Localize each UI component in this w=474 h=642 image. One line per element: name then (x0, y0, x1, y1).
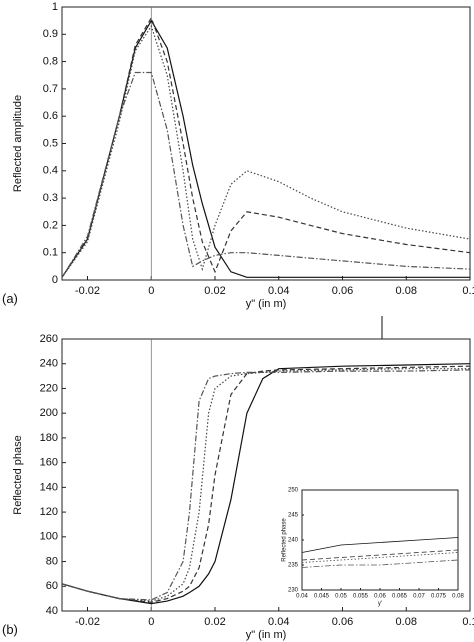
x-tick-label: 0.08 (452, 594, 464, 600)
y-tick-label: 0.2 (43, 219, 58, 231)
x-tick-label: 0 (148, 616, 154, 628)
x-tick-label: 0.075 (431, 594, 447, 600)
plot-frame (301, 489, 459, 591)
x-tick-label: 0.06 (332, 616, 353, 628)
x-tick-label: -0.02 (75, 616, 100, 628)
y-axis-label: Reflected phase (282, 518, 288, 562)
y-tick-label: 0.4 (43, 165, 58, 177)
x-tick-label: 0.07 (413, 594, 425, 600)
x-axis-label: y" (in m) (246, 629, 287, 641)
y-tick-label: 120 (40, 506, 58, 518)
x-axis-label: y" (in m) (246, 298, 287, 310)
x-tick-label: 0.1 (462, 285, 474, 297)
data-line (301, 552, 459, 563)
x-tick-label: 0.1 (462, 616, 474, 628)
y-axis-label: Reflected phase (12, 435, 24, 515)
y-tick-label: 240 (40, 358, 58, 370)
data-line (61, 368, 470, 602)
x-tick-label: 0.055 (353, 594, 369, 600)
x-tick-label: 0.02 (204, 285, 225, 297)
x-tick-label: 0.05 (335, 594, 347, 600)
y-tick-label: 160 (40, 457, 58, 469)
x-tick-label: 0.02 (204, 616, 225, 628)
data-line (61, 16, 471, 278)
x-tick-label: 0.045 (314, 594, 330, 600)
data-line (301, 549, 459, 561)
y-tick-label: 0.9 (43, 28, 58, 40)
data-line (61, 363, 471, 605)
y-tick-label: 245 (288, 513, 299, 519)
y-tick-label: 1 (52, 1, 58, 13)
x-tick-label: 0.065 (392, 594, 408, 600)
y-tick-label: 0.3 (43, 192, 58, 204)
data-line (61, 71, 471, 278)
y-tick-label: 40 (46, 605, 58, 617)
y-tick-label: 235 (288, 563, 299, 569)
x-tick-label: 0.08 (396, 616, 417, 628)
y-tick-label: 220 (40, 382, 58, 394)
y-tick-label: 180 (40, 432, 58, 444)
y-tick-label: 60 (46, 580, 58, 592)
y-tick-label: 260 (40, 333, 58, 345)
x-tick-label: 0.04 (296, 594, 308, 600)
data-line (61, 365, 471, 603)
y-tick-label: 240 (288, 538, 299, 544)
y-tick-label: 140 (40, 481, 58, 493)
panel-label: (a) (2, 291, 18, 306)
data-line (61, 369, 471, 601)
data-line (301, 537, 459, 553)
x-tick-label: 0.06 (332, 285, 353, 297)
plot-frame (61, 6, 471, 281)
y-tick-label: 100 (40, 531, 58, 543)
y-axis-label: Reflected amplitude (12, 95, 24, 192)
x-tick-label: 0.08 (396, 285, 417, 297)
x-tick-label: 0.04 (268, 616, 289, 628)
y-tick-label: 0.1 (43, 247, 58, 259)
data-line (61, 24, 471, 278)
y-tick-label: 0.7 (43, 83, 58, 95)
panel-label: (b) (2, 622, 18, 637)
y-tick-label: 0.5 (43, 137, 58, 149)
y-tick-label: 0.8 (43, 56, 58, 68)
x-tick-label: 0.04 (268, 285, 289, 297)
x-tick-label: 0.06 (374, 594, 386, 600)
y-tick-label: 0 (52, 274, 58, 286)
y-tick-label: 0.6 (43, 110, 58, 122)
y-tick-label: 80 (46, 555, 58, 567)
y-tick-label: 200 (40, 407, 58, 419)
x-tick-label: 0 (148, 285, 154, 297)
x-tick-label: -0.02 (75, 285, 100, 297)
y-tick-label: 230 (288, 588, 299, 594)
x-axis-label: y' (378, 601, 382, 607)
y-tick-label: 250 (288, 488, 299, 494)
data-line (301, 559, 459, 568)
